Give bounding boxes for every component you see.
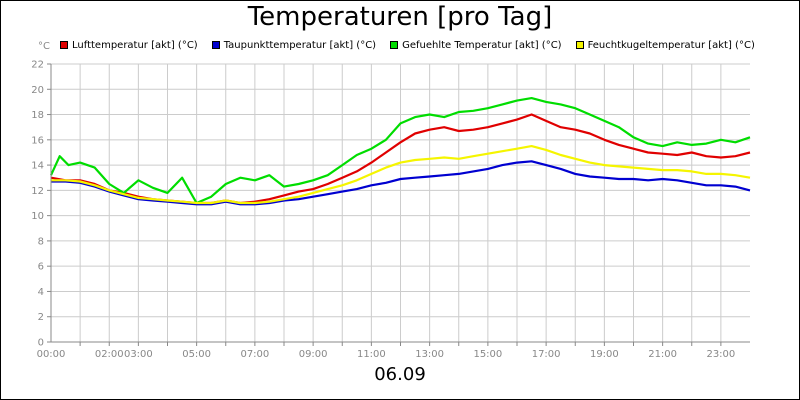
x-tick-label: 15:00 (473, 349, 502, 360)
x-tick-label: 03:00 (124, 349, 153, 360)
x-tick-label: 09:00 (299, 349, 328, 360)
legend-label: Gefuehlte Temperatur [akt] (°C) (402, 39, 562, 51)
series-line-2 (49, 97, 751, 205)
x-tick-label: 11:00 (357, 349, 386, 360)
y-tick-label: 16 (31, 135, 44, 146)
legend-item-taupunkttemperatur: Taupunkttemperatur [akt] (°C) (211, 39, 377, 51)
series-layer (49, 97, 751, 206)
y-tick-label: 22 (31, 60, 44, 71)
legend-swatch (575, 41, 584, 49)
x-tick-label: 13:00 (415, 349, 444, 360)
x-tick-label: 17:00 (532, 349, 561, 360)
x-tick-label: 07:00 (240, 349, 269, 360)
legend-item-gefuehlte-temperatur: Gefuehlte Temperatur [akt] (°C) (390, 39, 562, 51)
legend-swatch (390, 41, 399, 49)
date-label: 06.09 (374, 364, 426, 385)
y-tick-label: 20 (31, 85, 44, 96)
chart-title: Temperaturen [pro Tag] (247, 2, 553, 32)
x-tick-label: 05:00 (182, 349, 211, 360)
x-tick-label: 23:00 (706, 349, 735, 360)
legend-label: Lufttemperatur [akt] (°C) (72, 39, 198, 51)
axes (47, 63, 750, 346)
y-tick-label: 8 (38, 236, 44, 247)
x-tick-label: 21:00 (648, 349, 677, 360)
y-tick-label: 6 (38, 262, 44, 273)
legend: Lufttemperatur [akt] (°C) Taupunkttemper… (60, 38, 769, 52)
series-line-1 (51, 160, 751, 206)
y-tick-label: 2 (38, 312, 44, 323)
x-tick-label: 19:00 (590, 349, 619, 360)
x-tick-label: 02:00 (95, 349, 124, 360)
y-tick-label: 10 (31, 211, 44, 222)
y-unit-label: °C (38, 41, 50, 52)
legend-item-feuchtkugeltemperatur: Feuchtkugeltemperatur [akt] (°C) (575, 39, 755, 51)
series-line-3 (51, 145, 751, 205)
grid (51, 63, 750, 343)
y-tick-label: 18 (31, 110, 44, 121)
y-tick-label: 14 (31, 161, 44, 172)
legend-label: Feuchtkugeltemperatur [akt] (°C) (587, 39, 755, 51)
legend-swatch (211, 41, 220, 49)
x-tick-label: 00:00 (37, 349, 66, 360)
y-tick-label: 12 (31, 186, 44, 197)
legend-label: Taupunkttemperatur [akt] (°C) (223, 39, 377, 51)
y-tick-label: 4 (38, 287, 44, 298)
legend-item-lufttemperatur: Lufttemperatur [akt] (°C) (60, 40, 198, 51)
y-tick-label: 0 (38, 338, 44, 349)
tick-labels: 0 2 4 6 8 10 12 14 16 18 20 22 00:00 02:00 03:00 05:00 0… (31, 60, 735, 361)
legend-swatch (60, 41, 68, 49)
